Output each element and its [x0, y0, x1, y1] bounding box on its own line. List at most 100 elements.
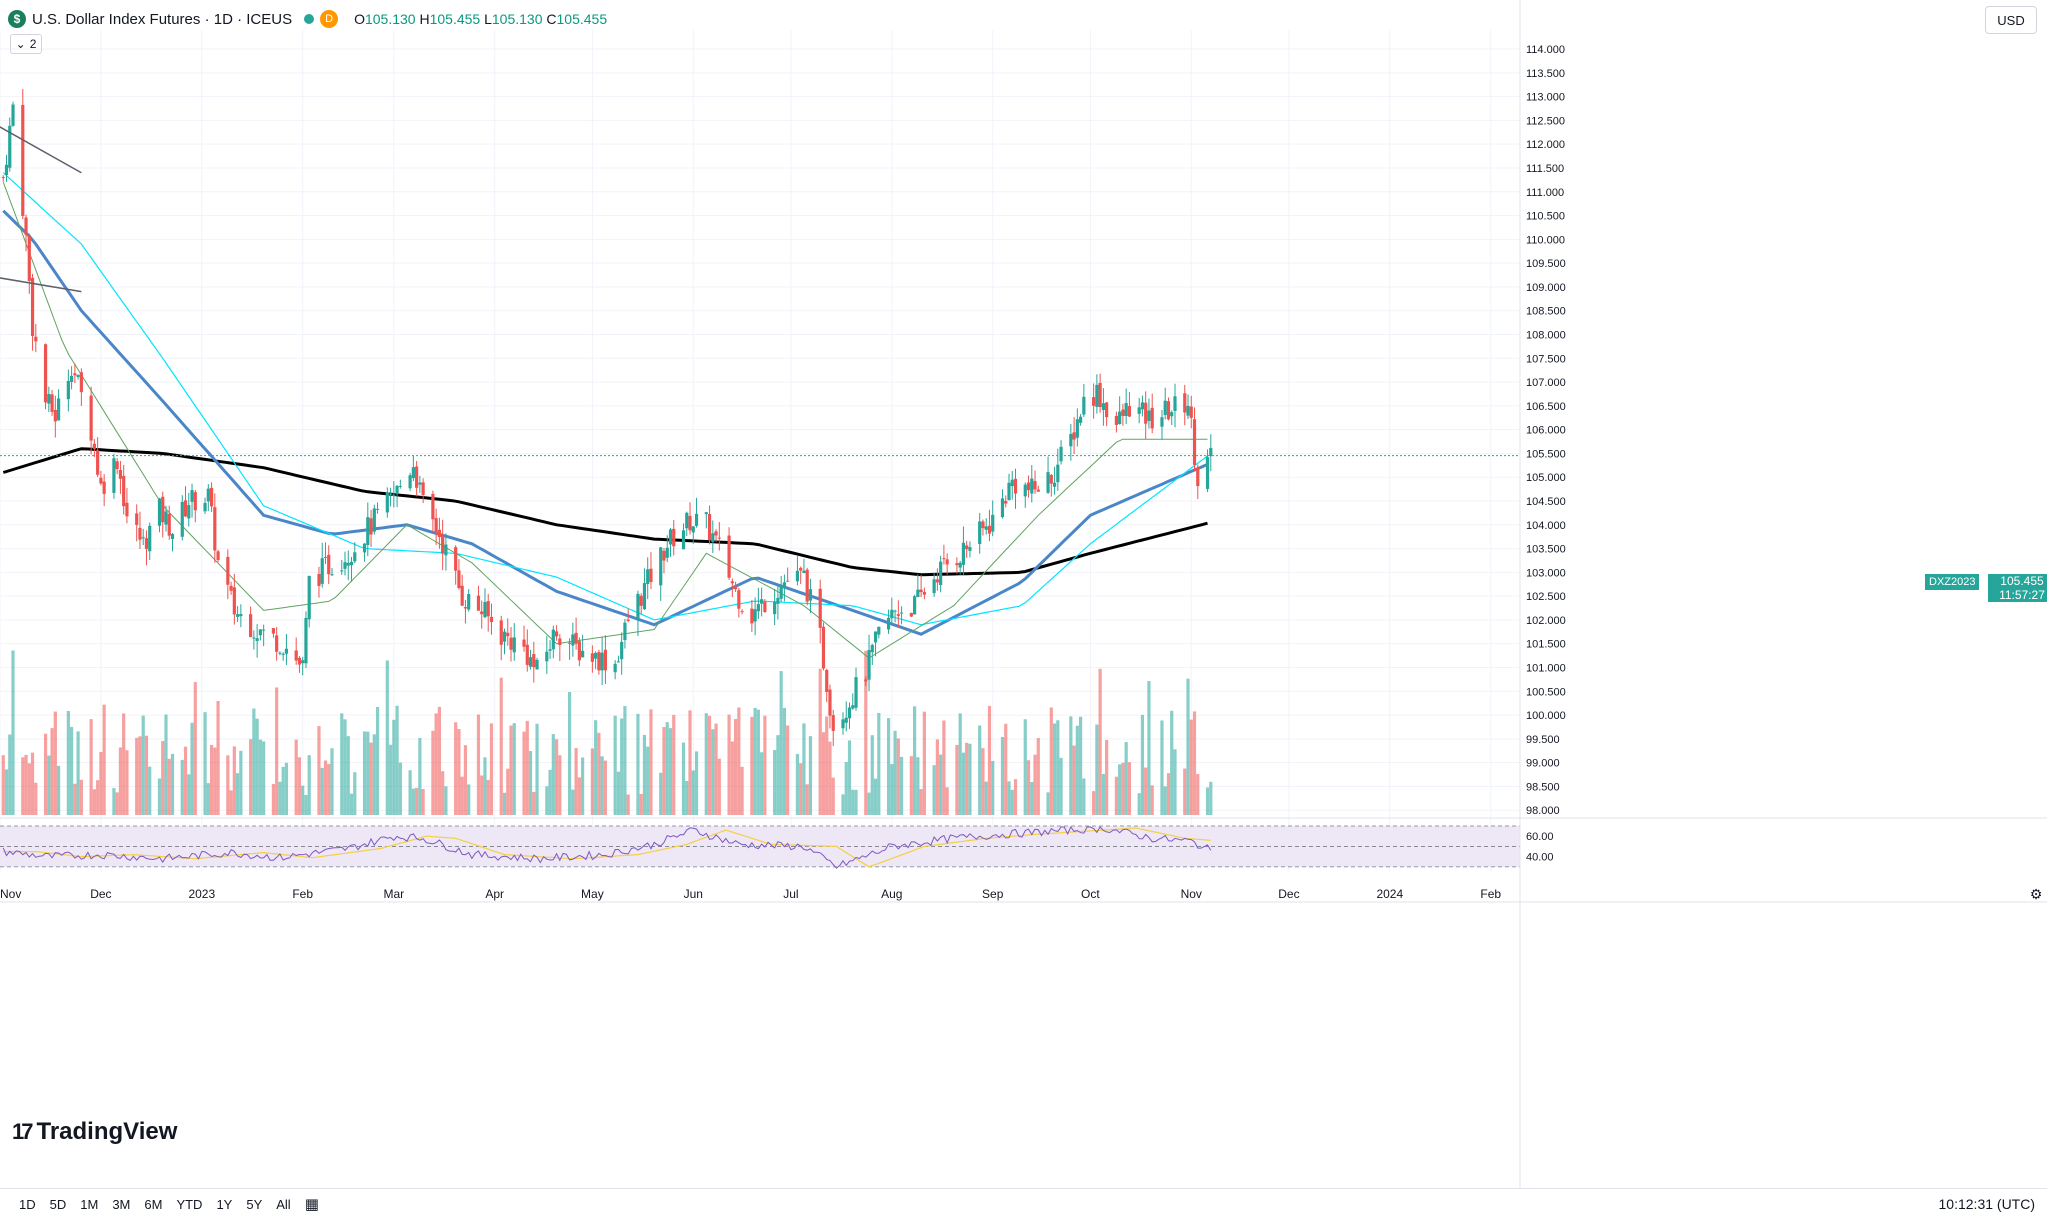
candle-body — [167, 513, 171, 536]
candle-body — [616, 661, 621, 663]
range-5d-button[interactable]: 5D — [49, 1196, 67, 1212]
volume-bar — [294, 739, 298, 815]
candle-body — [1121, 409, 1125, 416]
volume-bar — [1114, 776, 1119, 815]
volume-bar — [825, 716, 829, 815]
volume-bar — [522, 731, 526, 815]
candle-body — [756, 604, 760, 612]
candle-body — [782, 582, 787, 589]
range-6m-button[interactable]: 6M — [144, 1196, 163, 1212]
volume-bar — [92, 789, 96, 815]
candle-body — [1059, 446, 1063, 462]
range-ytd-button[interactable]: YTD — [176, 1196, 203, 1212]
candle-body — [317, 573, 321, 586]
candle-body — [623, 622, 627, 641]
candle-body — [66, 380, 70, 400]
candle-body — [255, 638, 259, 642]
candle-body — [694, 513, 699, 526]
symbol-title[interactable]: U.S. Dollar Index Futures · 1D · ICEUS — [32, 10, 293, 28]
candle-body — [8, 125, 12, 168]
date-range-calendar-icon[interactable]: ▦ — [304, 1196, 319, 1213]
volume-bar — [115, 792, 119, 815]
volume-bar — [362, 731, 367, 815]
candle-body — [590, 653, 594, 662]
candle-body — [1147, 410, 1151, 421]
time-tick-label: Mar — [383, 887, 404, 901]
candle-body — [441, 536, 445, 554]
volume-bar — [226, 755, 230, 815]
volume-bar — [148, 766, 152, 815]
volume-bar — [297, 757, 302, 815]
currency-button[interactable]: USD — [1985, 6, 2037, 34]
candle-body — [984, 526, 988, 530]
candle-body — [102, 481, 106, 494]
candle-body — [525, 644, 529, 665]
candle-body — [96, 450, 100, 475]
candle-body — [646, 569, 650, 585]
volume-bar — [733, 719, 738, 815]
volume-bar — [47, 755, 51, 815]
volume-bar — [441, 771, 445, 815]
volume-bar — [30, 752, 35, 815]
volume-bar — [528, 751, 533, 815]
volume-bar — [89, 719, 93, 815]
volume-bar — [125, 750, 129, 815]
range-1y-button[interactable]: 1Y — [216, 1196, 233, 1212]
price-tick-label: 104.000 — [1526, 520, 1566, 532]
range-3m-button[interactable]: 3M — [112, 1196, 131, 1212]
time-axis[interactable]: Nov Dec 2023 Feb Mar Apr May Jun Jul Aug Sep Oct Nov… — [0, 886, 2047, 903]
volume-bar — [206, 783, 210, 815]
candle-body — [249, 614, 253, 638]
price-axis[interactable]: 114.000 113.500 113.000 112.500 112.000 111.5… — [1519, 0, 1566, 1188]
tradingview-logo-icon: 17 — [12, 1119, 34, 1144]
volume-bar — [795, 753, 800, 815]
volume-bar — [157, 778, 162, 815]
candle-body — [229, 585, 233, 591]
candle-body — [1013, 478, 1018, 494]
range-1m-button[interactable]: 1M — [80, 1196, 99, 1212]
utc-clock[interactable]: 10:12:31 (UTC) — [1938, 1196, 2035, 1212]
volume-bar — [395, 705, 399, 815]
candle-body — [411, 467, 415, 479]
candle-body — [304, 617, 308, 664]
candle-body — [444, 544, 448, 556]
volume-bar — [854, 789, 858, 815]
tradingview-logo[interactable]: 17 TradingView — [12, 1118, 178, 1145]
volume-bar — [616, 771, 621, 815]
candle-body — [1046, 472, 1050, 493]
volume-bar — [392, 719, 396, 815]
volume-bar — [180, 759, 184, 815]
candle-body — [737, 590, 741, 609]
candle-body — [1056, 464, 1060, 483]
chart-canvas[interactable]: 114.000 113.500 113.000 112.500 112.000 111.5… — [0, 0, 2047, 1188]
volume-bar — [870, 735, 874, 815]
range-1d-button[interactable]: 1D — [19, 1196, 36, 1212]
candle-body — [512, 637, 516, 653]
gear-icon[interactable]: ⚙ — [2030, 886, 2043, 902]
volume-bar — [873, 778, 878, 815]
candle-body — [1205, 457, 1210, 489]
range-all-button[interactable]: All — [276, 1196, 291, 1212]
volume-bar — [831, 777, 835, 815]
volume-bar — [753, 707, 757, 815]
volume-bar — [704, 713, 708, 815]
range-5y-button[interactable]: 5Y — [246, 1196, 263, 1212]
candle-body — [909, 612, 913, 617]
candle-body — [252, 637, 256, 639]
candle-body — [284, 648, 289, 654]
volume-bar — [203, 712, 207, 815]
candle-body — [805, 569, 809, 602]
volume-bar — [281, 766, 285, 815]
indicators-toggle[interactable]: ⌄ 2 — [10, 34, 42, 54]
candle-body — [24, 217, 28, 235]
candle-body — [362, 543, 367, 553]
volume-bar — [262, 741, 266, 815]
candle-body — [366, 517, 370, 546]
candle-body — [574, 632, 578, 644]
candle-body — [688, 515, 692, 531]
volume-bar — [685, 781, 689, 815]
candle-body — [11, 104, 15, 126]
candle-body — [1114, 415, 1119, 425]
candle-body — [528, 657, 533, 667]
price-tick-label: 100.500 — [1526, 686, 1566, 698]
